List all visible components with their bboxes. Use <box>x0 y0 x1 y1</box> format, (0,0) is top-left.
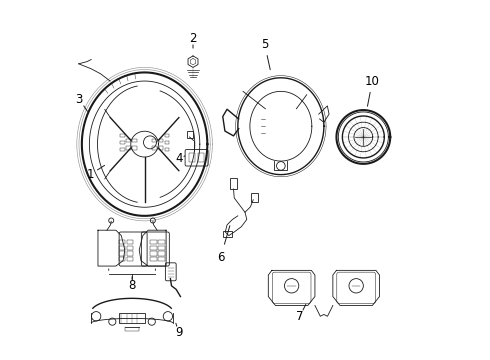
Bar <box>119 251 125 256</box>
Text: 9: 9 <box>175 326 182 339</box>
Bar <box>150 246 157 250</box>
Bar <box>198 153 204 162</box>
Bar <box>251 193 258 202</box>
Bar <box>223 231 232 237</box>
Bar <box>132 146 137 149</box>
Bar <box>158 251 165 256</box>
Text: 7: 7 <box>296 310 303 324</box>
Bar <box>189 153 195 162</box>
Text: 1: 1 <box>86 168 94 181</box>
Bar <box>126 257 133 261</box>
Text: 5: 5 <box>261 38 269 51</box>
Bar <box>152 139 157 142</box>
Bar <box>150 257 157 261</box>
Bar <box>126 251 133 256</box>
Bar <box>150 251 157 256</box>
Text: 8: 8 <box>128 279 136 292</box>
Bar <box>126 146 131 149</box>
Bar <box>126 139 131 142</box>
Bar <box>230 178 238 189</box>
Bar <box>159 146 163 149</box>
Bar <box>126 240 133 244</box>
Bar <box>165 141 169 144</box>
Text: 6: 6 <box>217 251 224 264</box>
Bar <box>158 246 165 250</box>
Bar <box>150 240 157 244</box>
Bar <box>120 134 124 137</box>
Bar <box>159 139 163 142</box>
Text: 4: 4 <box>175 152 182 165</box>
Bar <box>120 314 145 323</box>
Bar <box>158 240 165 244</box>
Bar <box>158 257 165 261</box>
Text: 3: 3 <box>75 93 83 106</box>
Text: 2: 2 <box>189 32 197 45</box>
Bar <box>152 146 157 149</box>
Bar <box>165 134 169 137</box>
Bar <box>119 240 125 244</box>
Bar <box>165 148 169 151</box>
Bar <box>126 246 133 250</box>
Bar <box>132 139 137 142</box>
Text: 10: 10 <box>365 75 380 88</box>
Bar <box>119 246 125 250</box>
Bar <box>120 148 124 151</box>
Bar <box>187 131 193 138</box>
Bar <box>119 257 125 261</box>
Bar <box>120 141 124 144</box>
